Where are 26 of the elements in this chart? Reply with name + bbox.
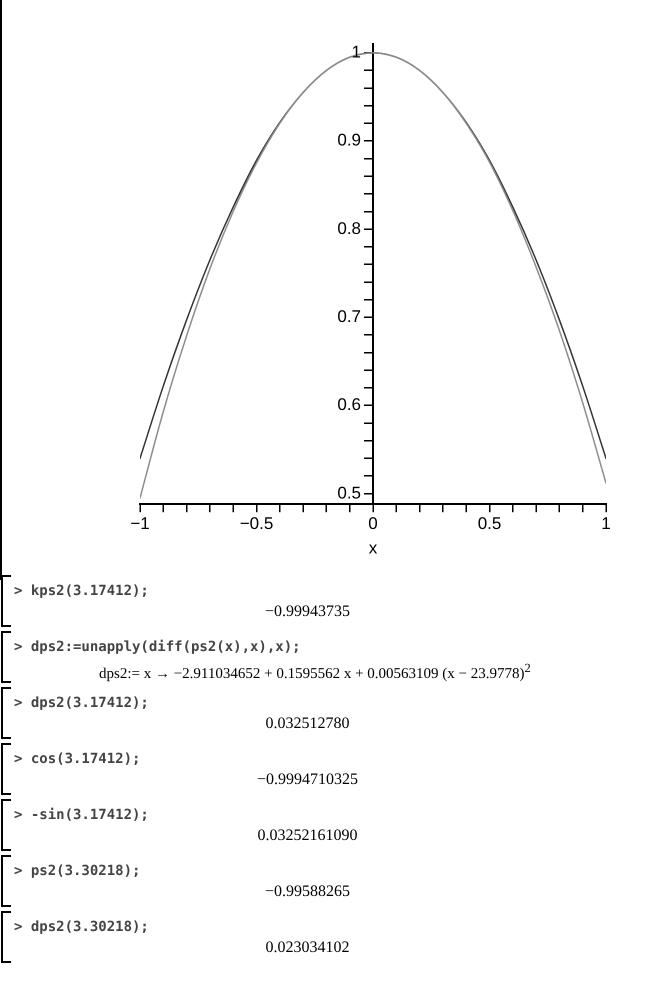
x-tick-label: 0.5: [478, 514, 502, 534]
x-tick-label: −0.5: [240, 514, 274, 534]
text: > ps2(3.30218);: [14, 862, 142, 881]
text: 0.023034102: [264, 938, 350, 958]
x-tick-label: 1: [601, 514, 611, 534]
x-tick-label: −1: [130, 514, 150, 534]
text: 0.032512780: [264, 714, 350, 734]
text: > dps2(3.17412);: [14, 694, 150, 713]
y-tick-label: 0.9: [337, 130, 361, 150]
x-tick-label: 0: [368, 514, 378, 534]
text: > dps2(3.30218);: [14, 918, 150, 937]
text: 0.03252161090: [256, 826, 358, 846]
text: dps2:= x → −2.911034652 + 0.1595562 x + 0.00563109 (x − 23.9778)$^{2}$: [98, 660, 532, 684]
y-tick-label: 0.5: [337, 483, 361, 502]
text: −0.99588265: [264, 882, 352, 902]
y-tick-label: 0.8: [337, 218, 361, 238]
y-tick-label: 0.6: [337, 395, 361, 414]
y-tick-label: 0.7: [337, 306, 361, 326]
text: > cos(3.17412);: [14, 750, 142, 769]
text: > -sin(3.17412);: [14, 806, 150, 825]
text: > dps2:=unapply(diff(ps2(x),x),x);: [14, 638, 302, 657]
text: −0.9994710325: [256, 770, 360, 790]
text: −0.99943735: [264, 602, 352, 622]
y-tick-label: 1: [352, 42, 361, 62]
x-axis-title: x: [368, 538, 378, 558]
text: > kps2(3.17412);: [14, 582, 150, 601]
